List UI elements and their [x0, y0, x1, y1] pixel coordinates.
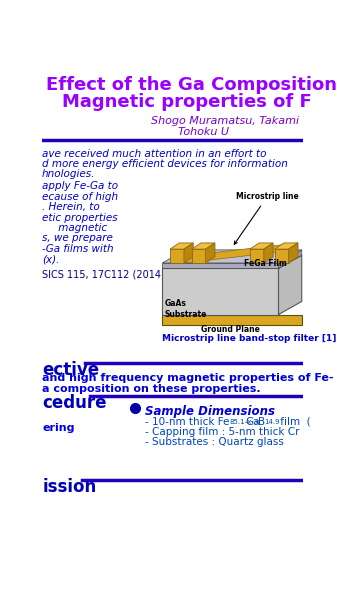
Polygon shape [170, 249, 184, 263]
Text: ave received much attention in an effort to: ave received much attention in an effort… [42, 149, 267, 159]
Text: Shogo Muramatsu, Takami: Shogo Muramatsu, Takami [151, 116, 299, 126]
Text: hnologies.: hnologies. [42, 169, 95, 179]
Text: GaAs
Substrate: GaAs Substrate [164, 299, 207, 319]
Text: x: x [254, 419, 258, 425]
Polygon shape [278, 255, 302, 314]
Polygon shape [162, 263, 278, 268]
Polygon shape [192, 249, 206, 263]
Text: s, we prepare: s, we prepare [42, 233, 113, 244]
Text: d more energy efficient devices for information: d more energy efficient devices for info… [42, 159, 288, 169]
Text: FeGa Film: FeGa Film [244, 259, 286, 268]
Polygon shape [192, 243, 215, 249]
Text: - Capping film : 5-nm thick Cr: - Capping film : 5-nm thick Cr [145, 427, 300, 437]
Text: and high frequency magnetic properties of Fe-: and high frequency magnetic properties o… [42, 373, 334, 383]
Polygon shape [170, 243, 193, 249]
Text: a composition on these properties.: a composition on these properties. [42, 384, 261, 394]
Text: 85.1-x: 85.1-x [230, 419, 252, 425]
Text: . Herein, to: . Herein, to [42, 202, 100, 212]
Polygon shape [250, 243, 273, 249]
Text: ission: ission [42, 478, 96, 496]
Text: 14.9: 14.9 [264, 419, 279, 425]
Text: SICS 115, 17C112 (2014).: SICS 115, 17C112 (2014). [42, 270, 168, 280]
Text: Tohoku U: Tohoku U [178, 127, 229, 137]
Text: Ground Plane: Ground Plane [201, 325, 260, 334]
Text: Effect of the Ga Composition o: Effect of the Ga Composition o [46, 76, 337, 94]
Polygon shape [162, 250, 302, 263]
Text: Ga: Ga [245, 417, 260, 427]
Polygon shape [206, 243, 215, 263]
Text: ering: ering [42, 423, 74, 433]
Text: - 10-nm thick Fe: - 10-nm thick Fe [145, 417, 229, 427]
Polygon shape [250, 249, 264, 263]
Text: apply Fe-Ga to: apply Fe-Ga to [42, 181, 118, 191]
Polygon shape [162, 314, 302, 325]
Text: cedure: cedure [42, 394, 106, 412]
Polygon shape [278, 250, 302, 268]
Text: ecause of high: ecause of high [42, 192, 118, 202]
Polygon shape [184, 243, 298, 263]
Text: (x).: (x). [42, 254, 60, 264]
Text: B: B [258, 417, 266, 427]
Polygon shape [162, 255, 302, 268]
Text: etic properties: etic properties [42, 212, 118, 223]
Polygon shape [184, 243, 193, 263]
Text: magnetic: magnetic [42, 223, 107, 233]
Polygon shape [275, 243, 298, 249]
Text: - Substrates : Quartz glass: - Substrates : Quartz glass [145, 437, 284, 447]
Polygon shape [162, 268, 278, 314]
Text: Microstrip line: Microstrip line [234, 192, 299, 244]
Text: ective: ective [42, 361, 99, 379]
Text: Microstrip line band-stop filter [1]: Microstrip line band-stop filter [1] [162, 334, 337, 343]
Polygon shape [275, 249, 288, 263]
Text: film  (: film ( [277, 417, 311, 427]
Polygon shape [264, 243, 273, 263]
Polygon shape [288, 243, 298, 263]
Text: -Ga films with: -Ga films with [42, 244, 114, 254]
Text: Sample Dimensions: Sample Dimensions [145, 404, 275, 418]
Text: Magnetic properties of F: Magnetic properties of F [61, 93, 311, 111]
